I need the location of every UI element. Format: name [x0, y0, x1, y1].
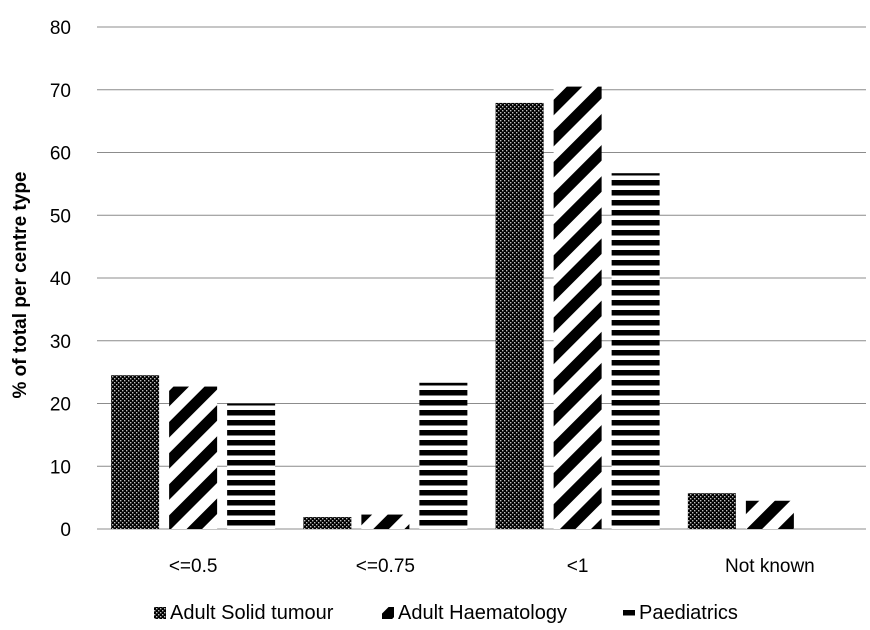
- y-tick-label: 50: [50, 206, 71, 227]
- bars: [111, 86, 794, 530]
- bar-adult-solid-tumour-0: [111, 375, 160, 529]
- legend-label-adult-haematology: Adult Haematology: [398, 602, 567, 624]
- bar-adult-haematology-3: [745, 500, 794, 529]
- bar-paediatrics-0: [227, 403, 276, 529]
- y-tick-label: 0: [60, 520, 71, 541]
- bar-adult-solid-tumour-2: [495, 102, 544, 530]
- legend-swatch-adult-solid-tumour: [154, 607, 166, 619]
- legend: Adult Solid tumour Adult Haematology Paedi…: [154, 602, 738, 624]
- y-tick-label: 80: [50, 18, 71, 39]
- y-tick-label: 20: [50, 395, 71, 416]
- y-tick-label: 60: [50, 144, 71, 165]
- bar-adult-solid-tumour-1: [303, 517, 352, 529]
- legend-swatch-adult-haematology: [382, 607, 394, 619]
- legend-swatch-paediatrics: [623, 607, 635, 619]
- bar-adult-haematology-1: [361, 514, 410, 529]
- y-axis-ticks: 0 10 20 30 40 50 60 70 80: [50, 18, 71, 541]
- x-tick-label: <=0.5: [169, 556, 218, 577]
- bar-paediatrics-1: [419, 382, 468, 529]
- y-tick-label: 70: [50, 81, 71, 102]
- bar-adult-haematology-0: [169, 386, 218, 529]
- bar-adult-solid-tumour-3: [687, 493, 736, 529]
- y-tick-label: 10: [50, 457, 71, 478]
- x-tick-label: <=0.75: [356, 556, 415, 577]
- legend-label-adult-solid-tumour: Adult Solid tumour: [170, 602, 334, 624]
- bar-adult-haematology-2: [553, 86, 602, 530]
- y-tick-label: 40: [50, 269, 71, 290]
- gridlines: [97, 26, 866, 530]
- x-axis-ticks: <=0.5 <=0.75 <1 Not known: [169, 556, 815, 577]
- x-tick-label: Not known: [725, 556, 815, 577]
- y-tick-label: 30: [50, 332, 71, 353]
- y-axis-title: % of total per centre type: [10, 172, 31, 399]
- bar-paediatrics-2: [611, 173, 660, 529]
- legend-label-paediatrics: Paediatrics: [639, 602, 738, 624]
- x-tick-label: <1: [567, 556, 589, 577]
